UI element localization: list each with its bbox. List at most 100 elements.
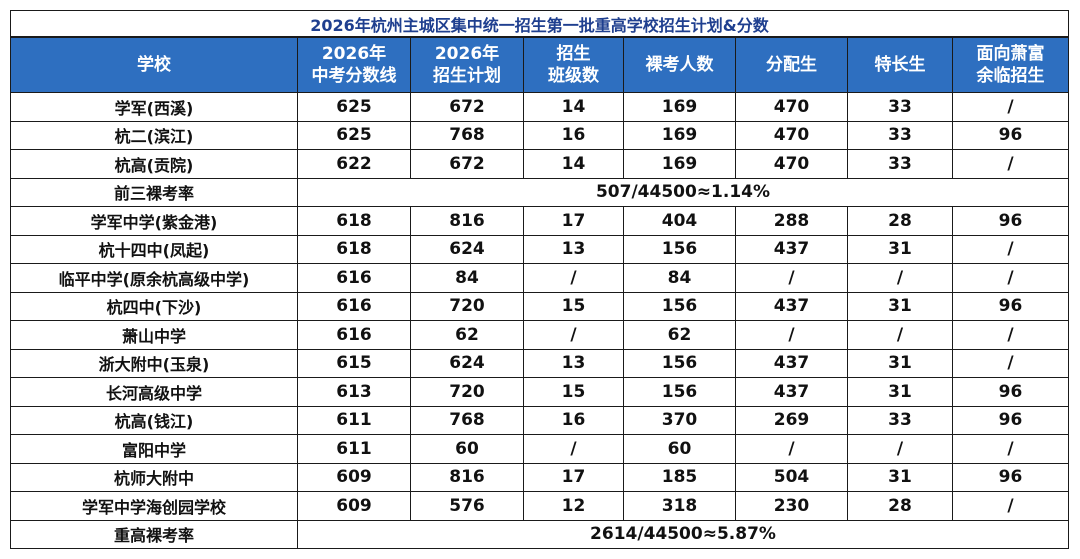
table-cell: 672 (410, 149, 524, 179)
table-cell: 96 (952, 462, 1069, 492)
table-cell: 816 (410, 462, 524, 492)
table-cell: / (952, 348, 1069, 378)
school-name-cell: 杭四中(下沙) (10, 291, 298, 321)
table-row: 杭高(贡院) 622 672 14 169 470 33/ (10, 149, 1069, 179)
table-row: 杭师大附中 609 816 17 185 504 31 96 (10, 462, 1069, 492)
table-cell: 611 (297, 405, 411, 435)
table-row: 杭四中(下沙) 616 720 15 156 437 31 96 (10, 291, 1069, 321)
summary-row: 前三裸考率 507/44500≈1.14% (10, 177, 1069, 207)
column-header: 学校 (10, 36, 298, 93)
table-cell: 31 (847, 462, 953, 492)
table-cell: 624 (410, 348, 524, 378)
table-cell: 33 (847, 92, 953, 122)
table-row: 杭二(滨江) 625 768 16 169 470 33 96 (10, 120, 1069, 150)
table-title-row: 2026年杭州主城区集中统一招生第一批重高学校招生计划&分数 (10, 10, 1069, 38)
column-header-line: 裸考人数 (645, 55, 714, 75)
table-cell: / (523, 434, 624, 464)
column-header-line: 2026年 (321, 44, 387, 64)
table-cell: / (735, 434, 848, 464)
school-name-cell: 学军(西溪) (10, 92, 298, 122)
summary-row: 重高裸考率 2614/44500≈5.87% (10, 519, 1069, 549)
table-cell: 470 (735, 92, 848, 122)
table-cell: 31 (847, 291, 953, 321)
table-cell: 28 (847, 206, 953, 236)
table-cell: 624 (410, 234, 524, 264)
table-cell: / (523, 320, 624, 350)
table-cell: 672 (410, 92, 524, 122)
table-cell: 470 (735, 149, 848, 179)
table-cell: 169 (623, 149, 736, 179)
table-cell: 613 (297, 377, 411, 407)
column-header-line: 班级数 (548, 66, 599, 86)
table-row: 杭高(钱江) 611 768 16 370 269 33 96 (10, 405, 1069, 435)
table-cell: 437 (735, 377, 848, 407)
table-cell: / (735, 320, 848, 350)
table-cell: 156 (623, 348, 736, 378)
table-cell: / (523, 263, 624, 293)
school-name-cell: 杭师大附中 (10, 462, 298, 492)
school-name-cell: 杭十四中(凤起) (10, 234, 298, 264)
table-cell: 15 (523, 291, 624, 321)
table-cell: / (952, 434, 1069, 464)
table-cell: 504 (735, 462, 848, 492)
table-cell: 60 (410, 434, 524, 464)
table-cell: / (952, 320, 1069, 350)
table-cell: 96 (952, 291, 1069, 321)
column-header-line: 学校 (137, 55, 171, 75)
table-cell: 31 (847, 234, 953, 264)
table-cell: 269 (735, 405, 848, 435)
table-cell: 720 (410, 291, 524, 321)
table-cell: / (952, 234, 1069, 264)
table-cell: 17 (523, 206, 624, 236)
table-cell: 230 (735, 491, 848, 521)
summary-value: 507/44500≈1.14% (297, 177, 1069, 207)
school-name-cell: 杭二(滨江) (10, 120, 298, 150)
school-name-cell: 浙大附中(玉泉) (10, 348, 298, 378)
table-cell: 156 (623, 291, 736, 321)
table-cell: 576 (410, 491, 524, 521)
column-header: 特长生 (847, 36, 953, 93)
column-header-line: 特长生 (874, 55, 926, 75)
column-header: 裸考人数 (623, 36, 736, 93)
admission-table: 2026年杭州主城区集中统一招生第一批重高学校招生计划&分数 学校 2026年 中考… (10, 10, 1069, 549)
table-cell: 616 (297, 320, 411, 350)
table-cell: 31 (847, 348, 953, 378)
table-cell: 15 (523, 377, 624, 407)
table-cell: 96 (952, 377, 1069, 407)
school-name-cell: 学军中学(紫金港) (10, 206, 298, 236)
table-cell: 33 (847, 120, 953, 150)
table-cell: 156 (623, 377, 736, 407)
table-row: 萧山中学 616 62/62// / (10, 320, 1069, 350)
table-cell: 437 (735, 348, 848, 378)
table-cell: 720 (410, 377, 524, 407)
table-cell: 609 (297, 491, 411, 521)
table-cell: 84 (623, 263, 736, 293)
table-cell: 185 (623, 462, 736, 492)
summary-label: 重高裸考率 (10, 519, 298, 549)
table-cell: / (735, 263, 848, 293)
table-row: 临平中学(原余杭高级中学) 616 84/84// / (10, 263, 1069, 293)
column-header-line: 分配生 (766, 55, 817, 75)
summary-label: 前三裸考率 (10, 177, 298, 207)
column-header-line: 面向萧富 (976, 44, 1045, 64)
table-cell: 33 (847, 149, 953, 179)
table-cell: 16 (523, 120, 624, 150)
table-cell: 622 (297, 149, 411, 179)
column-header-line: 中考分数线 (311, 66, 397, 86)
table-cell: / (952, 491, 1069, 521)
table-cell: 96 (952, 405, 1069, 435)
table-cell: / (847, 320, 953, 350)
table-cell: 625 (297, 92, 411, 122)
table-cell: 96 (952, 206, 1069, 236)
table-row: 长河高级中学 613 720 15 156 437 31 96 (10, 377, 1069, 407)
table-cell: 609 (297, 462, 411, 492)
table-row: 学军中学(紫金港) 618 816 17 404 288 28 96 (10, 206, 1069, 236)
table-cell: 470 (735, 120, 848, 150)
table-cell: 768 (410, 120, 524, 150)
table-cell: 28 (847, 491, 953, 521)
table-cell: 62 (410, 320, 524, 350)
table-cell: 13 (523, 348, 624, 378)
table-cell: 625 (297, 120, 411, 150)
table-cell: 616 (297, 291, 411, 321)
table-cell: 618 (297, 206, 411, 236)
